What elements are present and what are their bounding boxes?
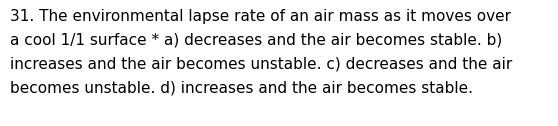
Text: 31. The environmental lapse rate of an air mass as it moves over
a cool 1/1 surf: 31. The environmental lapse rate of an a… bbox=[10, 9, 512, 96]
